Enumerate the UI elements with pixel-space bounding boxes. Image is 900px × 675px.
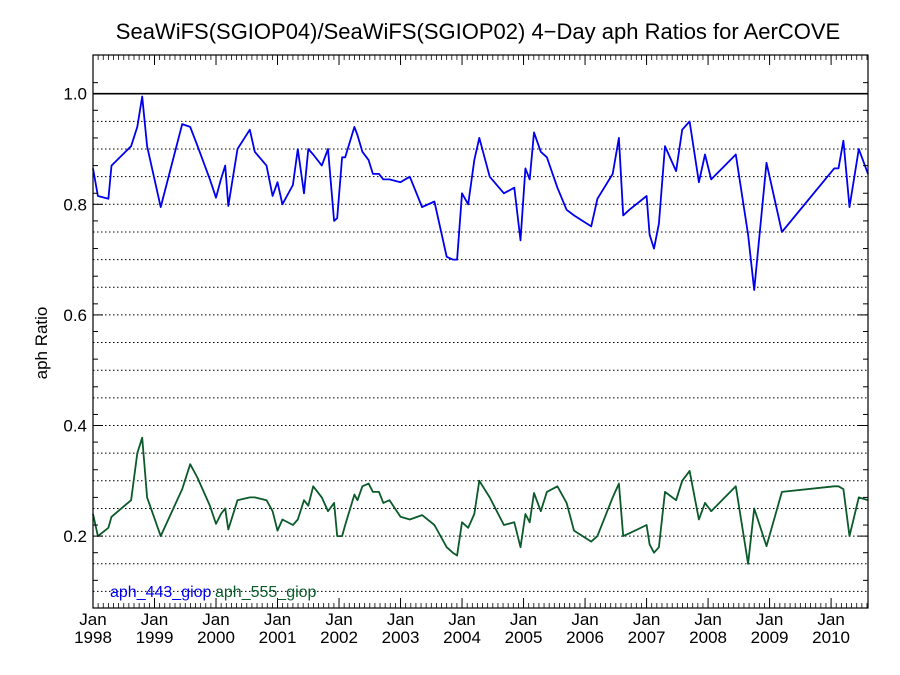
- y-tick-label: 0.8: [63, 195, 87, 214]
- y-tick-label: 1.0: [63, 85, 87, 104]
- x-tick-label-year: 2010: [812, 628, 850, 647]
- series-lines: [92, 95, 869, 565]
- y-tick-label: 0.2: [63, 527, 87, 546]
- chart-title: SeaWiFS(SGIOP04)/SeaWiFS(SGIOP02) 4−Day …: [116, 19, 840, 44]
- series-line-aph_555_giop: [92, 436, 869, 565]
- x-tick-label-month: Jan: [817, 610, 844, 629]
- x-tick-label-year: 2000: [197, 628, 235, 647]
- x-tick-label-month: Jan: [510, 610, 537, 629]
- x-tick-label-year: 2005: [505, 628, 543, 647]
- legend-entry-aph_443_giop: aph_443_giop: [110, 584, 212, 601]
- series-line-aph_443_giop: [92, 95, 869, 291]
- x-tick-label-month: Jan: [448, 610, 475, 629]
- legend: aph_443_giop aph_555_giop: [110, 584, 317, 601]
- x-tick-label-year: 2008: [689, 628, 727, 647]
- x-tick-label-year: 2004: [443, 628, 481, 647]
- x-tick-label-year: 2002: [320, 628, 358, 647]
- x-tick-label-month: Jan: [325, 610, 352, 629]
- x-tick-label-month: Jan: [694, 610, 721, 629]
- x-tick-label-month: Jan: [387, 610, 414, 629]
- x-tick-label-month: Jan: [141, 610, 168, 629]
- x-tick-label-year: 2006: [566, 628, 604, 647]
- axis-ticks: 0.20.40.60.81.0Jan1998Jan1999Jan2000Jan2…: [63, 54, 868, 647]
- y-tick-label: 0.6: [63, 306, 87, 325]
- x-tick-label-year: 1998: [74, 628, 112, 647]
- x-tick-label-month: Jan: [202, 610, 229, 629]
- x-tick-label-year: 2003: [382, 628, 420, 647]
- y-tick-label: 0.4: [63, 417, 87, 436]
- legend-entry-aph_555_giop: aph_555_giop: [215, 584, 317, 601]
- x-tick-label-month: Jan: [79, 610, 106, 629]
- x-tick-label-year: 2001: [259, 628, 297, 647]
- x-tick-label-year: 1999: [136, 628, 174, 647]
- y-axis-label: aph Ratio: [32, 307, 51, 380]
- x-tick-label-year: 2009: [751, 628, 789, 647]
- x-tick-label-month: Jan: [633, 610, 660, 629]
- x-tick-label-year: 2007: [628, 628, 666, 647]
- x-tick-label-month: Jan: [571, 610, 598, 629]
- x-tick-label-month: Jan: [264, 610, 291, 629]
- x-tick-label-month: Jan: [756, 610, 783, 629]
